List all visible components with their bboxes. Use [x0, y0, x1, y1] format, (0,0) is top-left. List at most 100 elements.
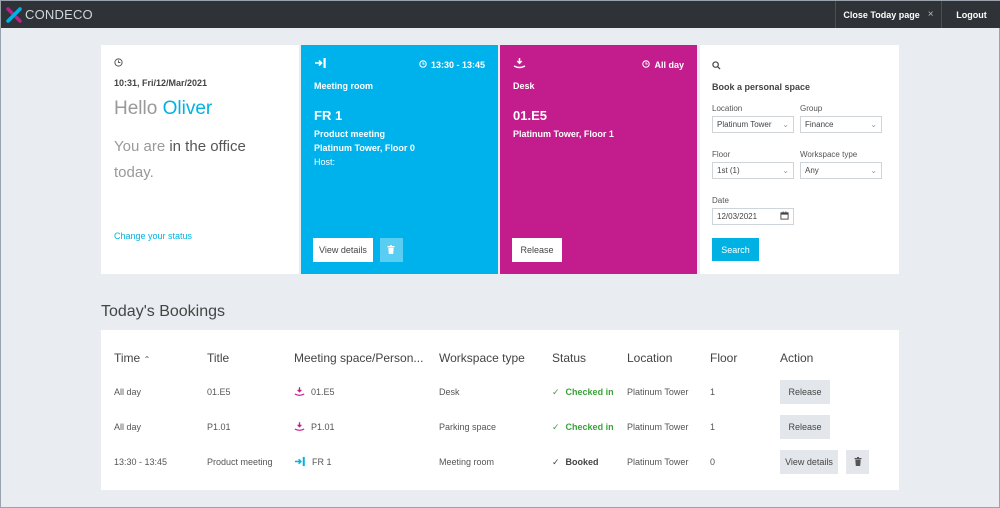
you-are-text: You are [114, 138, 166, 155]
book-personal-space-card: Book a personal space Location Platinum … [700, 45, 899, 274]
change-status-link[interactable]: Change your status [114, 231, 193, 241]
greeting-hello: Hello [114, 98, 158, 119]
meeting-booking-card[interactable]: 13:30 - 13:45 Meeting room FR 1 Product … [301, 45, 498, 274]
floor-label: Floor [712, 150, 731, 159]
check-icon: ✓ [552, 386, 560, 397]
row-space: P1.01 [294, 415, 335, 439]
meeting-location: Platinum Tower, Floor 0 [314, 143, 415, 153]
meeting-room-name: FR 1 [314, 108, 343, 123]
delete-booking-button[interactable] [379, 238, 403, 262]
date-value: 12/03/2021 [717, 212, 758, 221]
column-header-title: Title [207, 351, 230, 365]
desk-type: Desk [513, 81, 535, 91]
row-status: ✓ Checked in [552, 421, 614, 433]
workspace-type-select[interactable]: Any ⌄ [800, 162, 882, 179]
column-header-location: Location [627, 351, 673, 365]
row-space: FR 1 [294, 450, 332, 474]
desk-name: 01.E5 [513, 108, 547, 123]
chevron-down-icon: ⌄ [870, 166, 877, 175]
meeting-type: Meeting room [314, 81, 374, 91]
meeting-time: 13:30 - 13:45 [419, 60, 485, 70]
chevron-down-icon: ⌄ [782, 120, 789, 129]
column-header-workspace-type: Workspace type [439, 351, 525, 365]
desk-time: All day [642, 60, 684, 70]
desk-booking-card[interactable]: All day Desk 01.E5 Platinum Tower, Floor… [500, 45, 697, 274]
book-title: Book a personal space [712, 82, 811, 92]
location-select[interactable]: Platinum Tower ⌄ [712, 116, 794, 133]
row-workspace-type: Meeting room [439, 457, 495, 467]
meeting-host: Host: [314, 157, 336, 167]
calendar-icon[interactable] [780, 211, 789, 222]
row-time: 13:30 - 13:45 [114, 457, 168, 467]
release-button[interactable]: Release [780, 415, 830, 439]
column-header-space: Meeting space/Person... [294, 351, 424, 365]
meeting-room-icon [314, 56, 327, 74]
row-location: Platinum Tower [627, 457, 689, 467]
delete-booking-button[interactable] [846, 450, 869, 474]
row-workspace-type: Parking space [439, 422, 497, 432]
floor-value: 1st (1) [717, 166, 740, 175]
view-details-button[interactable]: View details [313, 238, 373, 262]
close-today-button[interactable]: Close Today page × [835, 1, 941, 28]
greeting: Hello Oliver [114, 98, 286, 120]
location-value: Platinum Tower [717, 120, 772, 129]
status-value: in the office [169, 138, 246, 155]
release-button[interactable]: Release [780, 380, 830, 404]
meeting-time-text: 13:30 - 13:45 [430, 60, 485, 70]
row-status: ✓ Checked in [552, 386, 614, 398]
release-button[interactable]: Release [512, 238, 562, 262]
search-icon [712, 57, 887, 75]
chevron-down-icon: ⌄ [870, 120, 877, 129]
condeco-logo[interactable]: CONDECO [6, 1, 93, 28]
row-workspace-type: Desk [439, 387, 460, 397]
parking-icon [294, 421, 305, 434]
presence-status: You are in the office today. [114, 134, 286, 186]
trash-icon [387, 241, 395, 259]
group-label: Group [800, 104, 823, 113]
group-select[interactable]: Finance ⌄ [800, 116, 882, 133]
row-status: ✓ Booked [552, 456, 599, 468]
condeco-logo-icon [6, 6, 22, 23]
close-icon: × [927, 9, 934, 20]
section-title: Today's Bookings [101, 303, 226, 320]
chevron-down-icon: ⌄ [782, 166, 789, 175]
trash-icon [854, 453, 862, 471]
column-header-time[interactable]: Time ⌃ [114, 351, 151, 365]
date-label: Date [712, 196, 729, 205]
view-details-button[interactable]: View details [780, 450, 838, 474]
date-input[interactable]: 12/03/2021 [712, 208, 794, 225]
bookings-table: Time ⌃ Title Meeting space/Person... Wor… [101, 330, 899, 490]
row-title: P1.01 [207, 422, 231, 432]
sort-ascending-icon[interactable]: ⌃ [143, 355, 151, 364]
user-name: Oliver [162, 98, 213, 119]
search-button[interactable]: Search [712, 238, 759, 261]
column-header-status: Status [552, 351, 587, 365]
location-label: Location [712, 104, 743, 113]
row-floor: 0 [710, 457, 716, 467]
clock-icon [642, 60, 651, 70]
row-location: Platinum Tower [627, 387, 689, 397]
row-floor: 1 [710, 387, 716, 397]
group-value: Finance [805, 120, 834, 129]
column-header-action: Action [780, 351, 814, 365]
check-icon: ✓ [552, 421, 560, 432]
today-text: today. [114, 164, 154, 181]
floor-select[interactable]: 1st (1) ⌄ [712, 162, 794, 179]
workspace-type-label: Workspace type [800, 150, 858, 159]
logout-button[interactable]: Logout [941, 1, 1000, 28]
check-icon: ✓ [552, 456, 560, 467]
row-floor: 1 [710, 422, 716, 432]
desk-icon [513, 56, 526, 74]
current-datetime: 10:31, Fri/12/Mar/2021 [114, 78, 208, 88]
top-bar: CONDECO Close Today page × Logout [1, 1, 1000, 28]
row-location: Platinum Tower [627, 422, 689, 432]
brand-name: CONDECO [25, 7, 93, 22]
column-header-floor: Floor [710, 351, 738, 365]
row-title: 01.E5 [207, 387, 231, 397]
desk-location: Platinum Tower, Floor 1 [513, 129, 614, 139]
meeting-room-icon [294, 456, 306, 469]
row-title: Product meeting [207, 457, 273, 467]
close-today-label: Close Today page [843, 9, 920, 20]
desk-time-text: All day [654, 60, 684, 70]
workspace-type-value: Any [805, 166, 819, 175]
